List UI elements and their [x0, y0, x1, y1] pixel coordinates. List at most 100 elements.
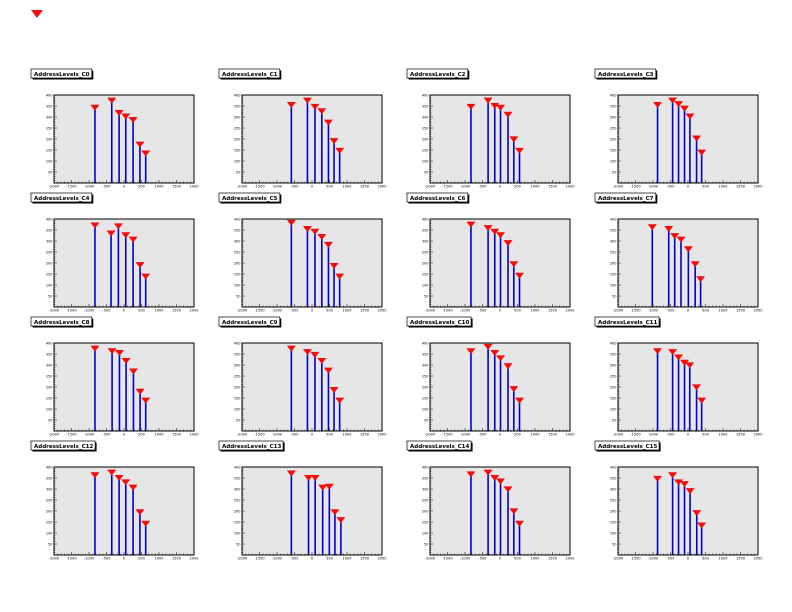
marker-down-triangle-icon — [302, 226, 312, 233]
marker-down-triangle-icon — [680, 481, 689, 488]
marker-down-triangle-icon — [496, 355, 506, 362]
y-tick-label: 150 — [46, 396, 53, 400]
marker-down-triangle-icon — [697, 149, 707, 156]
x-tick-label: 1500 — [736, 557, 745, 560]
histogram-AddressLevels_C8: -2000 -1500 -1000 -500 0 500 1000 1500 2000 50 100… — [30, 316, 198, 437]
y-tick-label: 400 — [46, 341, 53, 345]
title-box — [30, 192, 93, 203]
x-tick-label: 0 — [311, 433, 313, 436]
x-tick-label: -500 — [479, 185, 487, 188]
y-tick-label: 350 — [234, 104, 241, 108]
x-tick-label: 0 — [687, 309, 689, 312]
x-tick-label: 2000 — [566, 433, 575, 436]
axis-ticks — [617, 342, 759, 432]
x-tick-label: 1500 — [360, 185, 369, 188]
x-tick-label: 1500 — [736, 309, 745, 312]
x-tick-label: -500 — [291, 433, 299, 436]
x-tick-label: 1500 — [172, 433, 181, 436]
x-tick-label: 1000 — [531, 185, 540, 188]
y-tick-label: 250 — [234, 498, 241, 502]
plot-frame — [241, 466, 383, 556]
x-tick-label: -2000 — [237, 185, 247, 188]
pad-AddressLevels_C0: -2000 -1500 -1000 -500 0 500 1000 1500 2000 50 100… — [14, 64, 202, 189]
x-tick-label: 1000 — [531, 433, 540, 436]
histogram-title: AddressLevels_C9 — [222, 320, 278, 326]
y-tick-label: 350 — [46, 476, 53, 480]
marker-down-triangle-icon — [317, 233, 327, 240]
x-tick-label: -2000 — [613, 309, 623, 312]
x-tick-label: 0 — [687, 557, 689, 560]
marker-down-triangle-icon — [490, 228, 500, 235]
histogram-title: AddressLevels_C4 — [34, 196, 90, 202]
y-tick-label: 50 — [236, 542, 240, 546]
marker-down-triangle-icon — [683, 246, 693, 253]
y-tick-label: 100 — [422, 407, 429, 411]
x-tick-label: 1500 — [548, 309, 557, 312]
marker-down-triangle-icon — [490, 350, 500, 357]
x-tick-label: 2000 — [378, 185, 387, 188]
x-tick-label: -2000 — [237, 433, 247, 436]
marker-down-triangle-icon — [466, 221, 476, 228]
marker-down-triangle-icon — [330, 509, 340, 516]
x-tick-label: 500 — [702, 185, 709, 188]
x-tick-label: 0 — [311, 557, 313, 560]
x-tick-label: 1000 — [155, 557, 164, 560]
histogram-title: AddressLevels_C13 — [222, 444, 281, 450]
y-tick-label: 50 — [236, 170, 240, 174]
x-tick-label: -500 — [479, 309, 487, 312]
marker-down-triangle-icon — [466, 471, 476, 478]
y-tick-label: 200 — [422, 261, 429, 265]
x-tick-label: -2000 — [49, 309, 59, 312]
marker-down-triangle-icon — [514, 520, 524, 527]
x-tick-label: 500 — [514, 557, 521, 560]
x-tick-label: -1000 — [648, 185, 658, 188]
marker-down-triangle-icon — [329, 387, 339, 394]
y-tick-label: 50 — [48, 542, 52, 546]
marker-down-triangle-icon — [286, 470, 296, 477]
axis-ticks — [53, 466, 195, 556]
y-tick-label: 300 — [422, 115, 429, 119]
x-tick-label: 0 — [499, 185, 501, 188]
marker-down-triangle-icon — [107, 97, 117, 104]
marker-down-triangle-icon — [496, 232, 506, 239]
marker-down-triangle-icon — [674, 354, 684, 361]
x-tick-label: -1500 — [254, 557, 264, 560]
title-box — [594, 316, 660, 327]
histogram-title: AddressLevels_C14 — [410, 444, 469, 450]
marker-down-triangle-icon — [483, 97, 493, 104]
y-tick-label: 300 — [422, 239, 429, 243]
y-tick-label: 100 — [422, 531, 429, 535]
x-tick-label: -500 — [103, 557, 111, 560]
axis-ticks — [53, 94, 195, 184]
y-tick-label: 300 — [46, 239, 53, 243]
axis-ticks — [53, 218, 195, 308]
x-tick-label: 1000 — [343, 557, 352, 560]
histogram-AddressLevels_C14: -2000 -1500 -1000 -500 0 500 1000 1500 2000 50 100… — [406, 440, 574, 561]
marker-down-triangle-icon — [286, 345, 296, 352]
title-box — [406, 68, 469, 79]
x-tick-label: -500 — [103, 309, 111, 312]
y-tick-label: 150 — [234, 272, 241, 276]
x-tick-label: -1000 — [84, 433, 94, 436]
marker-down-triangle-icon — [141, 520, 151, 527]
pad-AddressLevels_C5: -2000 -1500 -1000 -500 0 500 1000 1500 2000 50 100… — [202, 188, 390, 313]
y-tick-label: 100 — [234, 283, 241, 287]
y-tick-label: 350 — [234, 228, 241, 232]
x-tick-label: -2000 — [613, 557, 623, 560]
x-tick-label: 1500 — [736, 433, 745, 436]
y-tick-label: 200 — [610, 137, 617, 141]
x-tick-label: 1500 — [172, 557, 181, 560]
marker-down-triangle-icon — [483, 343, 493, 350]
histogram-AddressLevels_C13: -2000 -1500 -1000 -500 0 500 1000 1500 2000 50 100… — [218, 440, 386, 561]
x-tick-label: 0 — [499, 433, 501, 436]
marker-down-triangle-icon — [90, 345, 100, 352]
title-box — [30, 68, 93, 79]
x-tick-label: 1000 — [531, 309, 540, 312]
x-tick-label: -500 — [667, 309, 675, 312]
y-tick-label: 200 — [234, 385, 241, 389]
y-tick-label: 350 — [46, 228, 53, 232]
y-tick-label: 300 — [46, 487, 53, 491]
axis-ticks — [241, 466, 383, 556]
red-triangle-icon — [31, 10, 43, 18]
marker-down-triangle-icon — [302, 349, 312, 356]
